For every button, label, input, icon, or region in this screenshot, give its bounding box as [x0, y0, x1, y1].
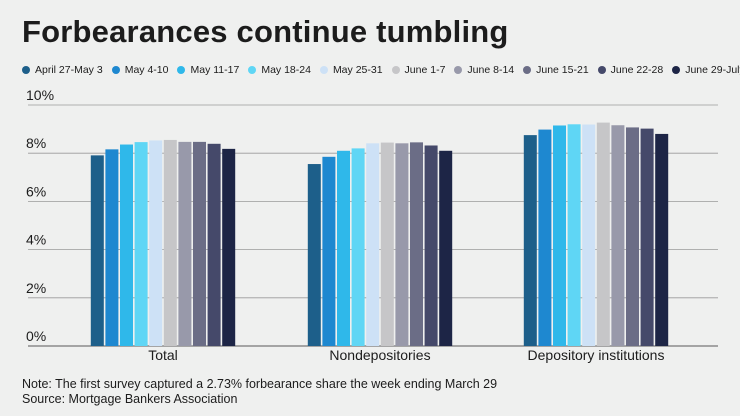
bar [640, 128, 654, 346]
source-text: Source: Mortgage Bankers Association [22, 392, 238, 406]
bar [207, 143, 221, 346]
bar [178, 141, 192, 346]
legend-item: June 8-14 [454, 64, 514, 76]
legend-label: June 22-28 [610, 64, 664, 76]
bar [193, 141, 206, 346]
bar [351, 148, 365, 346]
bar [163, 139, 177, 346]
y-tick-label: 6% [26, 183, 46, 199]
bar [134, 142, 148, 346]
bar [582, 124, 596, 347]
legend-swatch [597, 66, 606, 74]
legend-item: May 25-31 [319, 64, 383, 76]
bar [395, 143, 409, 346]
bar [538, 129, 552, 346]
bar [149, 140, 163, 346]
x-tick-label: Depository institutions [528, 347, 665, 363]
legend-swatch [22, 66, 30, 74]
legend-swatch [177, 66, 186, 74]
y-tick-label: 10% [26, 87, 54, 103]
bar [105, 149, 119, 346]
footnote: Note: The first survey captured a 2.73% … [22, 377, 497, 407]
legend-item: June 22-28 [597, 64, 664, 76]
legend-label: June 8-14 [467, 64, 515, 76]
legend-item: June 15-21 [523, 64, 589, 76]
y-tick-label: 2% [26, 280, 46, 296]
y-tick-label: 0% [26, 328, 46, 344]
legend-swatch [523, 66, 532, 74]
legend-swatch [248, 66, 257, 74]
bar [307, 164, 321, 346]
legend-item: May 11-17 [177, 64, 239, 76]
bar [611, 125, 625, 346]
bar [439, 150, 453, 346]
bar [523, 135, 537, 346]
legend-label: May 18-24 [261, 64, 311, 76]
bar [410, 142, 423, 346]
legend-label: May 4-10 [124, 64, 169, 76]
legend: April 27-May 3 May 4-10 May 11-17 May 18-24… [22, 64, 740, 76]
legend-swatch [672, 66, 681, 74]
legend-swatch [111, 66, 120, 74]
bar [424, 145, 438, 346]
bar [626, 127, 639, 347]
note-text: Note: The first survey captured a 2.73% … [22, 377, 498, 391]
bar [90, 155, 104, 346]
legend-item: April 27-May 3 [22, 64, 103, 76]
legend-label: June 15-21 [536, 64, 589, 76]
bar [553, 125, 566, 346]
y-tick-label: 4% [26, 232, 46, 248]
chart-title: Forbearances continue tumbling [22, 14, 509, 49]
bar [655, 133, 669, 346]
legend-label: May 25-31 [332, 64, 383, 76]
bar [337, 150, 350, 346]
x-tick-label: Total [148, 347, 178, 363]
y-tick-label: 8% [26, 135, 46, 151]
legend-swatch [391, 66, 400, 74]
bar [380, 142, 394, 346]
bar [120, 144, 133, 346]
legend-item: May 18-24 [248, 64, 311, 76]
bar [222, 148, 236, 346]
legend-label: June 29-July 5 [685, 64, 740, 76]
legend-label: April 27-May 3 [35, 64, 103, 76]
legend-label: June 1-7 [404, 64, 446, 76]
legend-item: June 29-July 5 [672, 64, 740, 76]
legend-label: May 11-17 [190, 64, 240, 76]
legend-item: May 4-10 [111, 64, 169, 76]
legend-swatch [319, 66, 328, 74]
legend-item: June 1-7 [391, 64, 446, 76]
x-tick-label: Nondepositories [329, 347, 430, 363]
bar [567, 124, 581, 346]
bar [596, 122, 610, 346]
bar [366, 143, 380, 346]
legend-swatch [454, 66, 463, 74]
bar [322, 156, 336, 346]
